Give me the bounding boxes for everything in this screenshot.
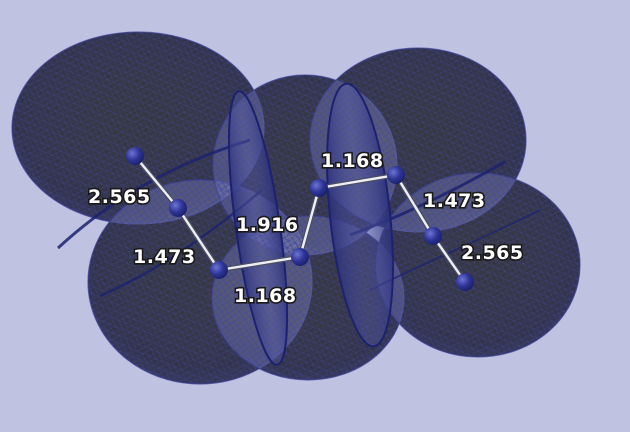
bonds xyxy=(132,153,468,285)
mesh-surface xyxy=(11,31,581,385)
label-left-outer: 2.565 xyxy=(88,186,151,208)
seam-left xyxy=(56,138,251,250)
label-center: 1.916 xyxy=(236,214,299,236)
atom-2 xyxy=(169,199,187,217)
atom-1 xyxy=(126,147,144,165)
label-top: 1.168 xyxy=(321,150,384,172)
label-right-middle: 1.473 xyxy=(423,190,486,212)
atom-4 xyxy=(291,248,309,266)
atom-3 xyxy=(210,261,228,279)
label-left-middle: 1.473 xyxy=(133,246,196,268)
label-bottom: 1.168 xyxy=(234,285,297,307)
label-right-outer: 2.565 xyxy=(461,242,524,264)
distance-labels: 2.565 1.473 1.916 1.168 1.168 1.473 2.56… xyxy=(86,148,524,308)
atom-5 xyxy=(310,179,328,197)
atom-8 xyxy=(456,273,474,291)
disk-left xyxy=(227,90,289,366)
disk-right xyxy=(326,82,394,348)
atom-6 xyxy=(387,166,405,184)
atoms xyxy=(126,147,474,291)
atom-7 xyxy=(424,227,442,245)
